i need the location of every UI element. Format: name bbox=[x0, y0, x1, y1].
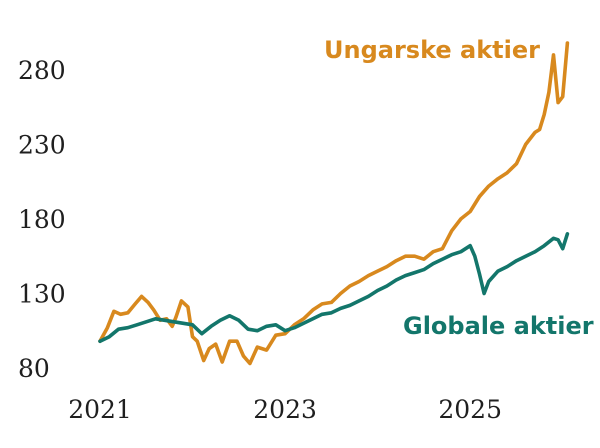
series-line-globale-aktier bbox=[98, 232, 570, 344]
x-tick-label: 2023 bbox=[253, 395, 317, 424]
series-label-ungarske-aktier: Ungarske aktier bbox=[324, 36, 540, 64]
y-axis: 80 130 180 230 280 bbox=[18, 56, 66, 383]
x-tick-label: 2021 bbox=[68, 395, 132, 424]
y-tick-label: 230 bbox=[18, 130, 66, 159]
y-tick-label: 180 bbox=[18, 205, 66, 234]
y-tick-label: 280 bbox=[18, 56, 66, 85]
y-tick-label: 80 bbox=[18, 354, 50, 383]
series-label-globale-aktier: Globale aktier bbox=[403, 312, 594, 340]
y-tick-label: 130 bbox=[18, 279, 66, 308]
x-tick-label: 2025 bbox=[438, 395, 502, 424]
x-axis: 2021 2023 2025 bbox=[68, 395, 502, 424]
series-lines bbox=[98, 41, 570, 366]
